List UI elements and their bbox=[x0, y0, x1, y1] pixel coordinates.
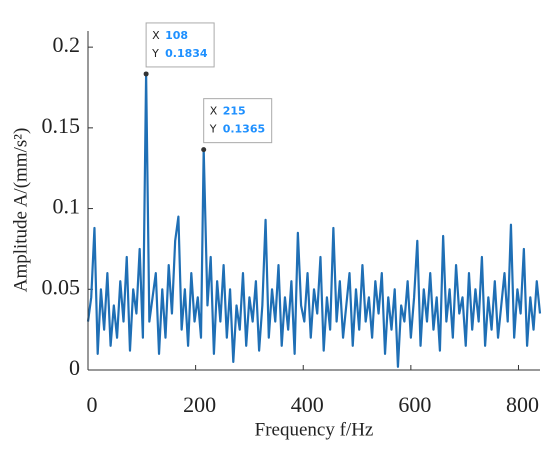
datatip-y-name: Y bbox=[209, 123, 217, 136]
y-tick-label: 0.2 bbox=[53, 32, 81, 57]
line bbox=[86, 72, 542, 368]
y-tick-label: 0.1 bbox=[53, 194, 81, 219]
x-tick-label: 800 bbox=[506, 392, 539, 417]
datatip-y-value: 0.1834 bbox=[165, 47, 208, 60]
y-tick-label: 0 bbox=[69, 355, 80, 380]
y-tick-label: 0.15 bbox=[42, 113, 81, 138]
x-tick-label: 600 bbox=[398, 392, 431, 417]
datatip-x-value: 215 bbox=[223, 105, 246, 118]
x-tick-label: 0 bbox=[87, 392, 98, 417]
y-axis-label: Amplitude A/(mm/s²) bbox=[10, 128, 31, 293]
datatip-box bbox=[203, 98, 273, 144]
datatip-point bbox=[143, 71, 149, 77]
y-tick-label: 0.05 bbox=[42, 274, 81, 299]
datatip-x-name: X bbox=[210, 105, 218, 118]
datatip-y-name: Y bbox=[151, 47, 159, 60]
x-tick-label: 200 bbox=[183, 392, 216, 417]
datatip-box bbox=[145, 22, 215, 68]
x-tick-label: 400 bbox=[291, 392, 324, 417]
datatip-point bbox=[201, 147, 207, 153]
datatip-x-value: 108 bbox=[165, 29, 188, 42]
x-axis-label: Frequency f/Hz bbox=[255, 419, 374, 440]
datatip-x-name: X bbox=[152, 29, 160, 42]
datatip-y-value: 0.1365 bbox=[223, 123, 265, 136]
